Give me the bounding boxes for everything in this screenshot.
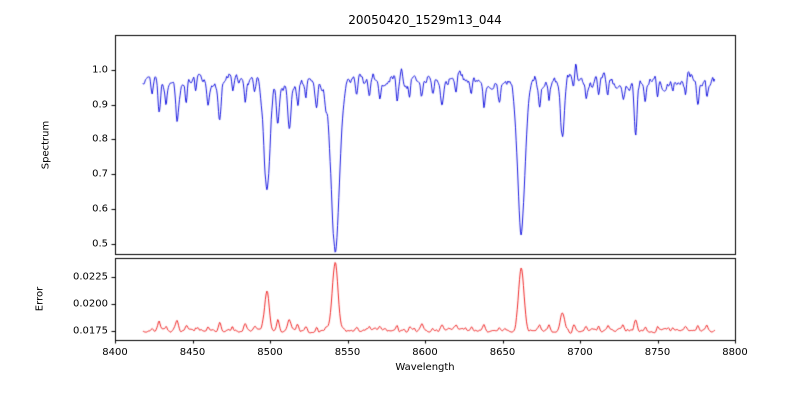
x-tick-label: 8650: [489, 347, 516, 358]
x-tick-label: 8750: [644, 347, 671, 358]
x-axis-label: Wavelength: [395, 362, 455, 373]
x-tick-label: 8600: [412, 347, 438, 358]
x-tick-label: 8450: [179, 347, 206, 358]
x-tick-label: 8800: [722, 347, 748, 358]
error-y-tick-label: 0.0175: [73, 325, 108, 337]
error-y-tick-label: 0.0200: [73, 298, 108, 310]
error-y-tick-label: 0.0225: [73, 271, 108, 283]
plot-title: 20050420_1529m13_044: [348, 13, 502, 27]
spectrum-y-axis-label: Spectrum: [40, 120, 52, 170]
spectrum-y-tick-label: 0.5: [92, 238, 108, 250]
x-tick-label: 8700: [567, 347, 593, 358]
x-tick-label: 8500: [257, 347, 283, 358]
spectrum-y-tick-label: 0.9: [92, 99, 108, 111]
x-tick-label: 8400: [102, 347, 128, 358]
x-tick-label: 8550: [334, 347, 361, 358]
spectrum-y-tick-label: 1.0: [92, 64, 108, 76]
spectrum-y-tick-label: 0.8: [92, 133, 108, 145]
spectrum-y-tick-label: 0.7: [92, 168, 108, 180]
error-y-axis-label: Error: [34, 286, 46, 312]
spectrum-y-tick-label: 0.6: [92, 203, 108, 215]
